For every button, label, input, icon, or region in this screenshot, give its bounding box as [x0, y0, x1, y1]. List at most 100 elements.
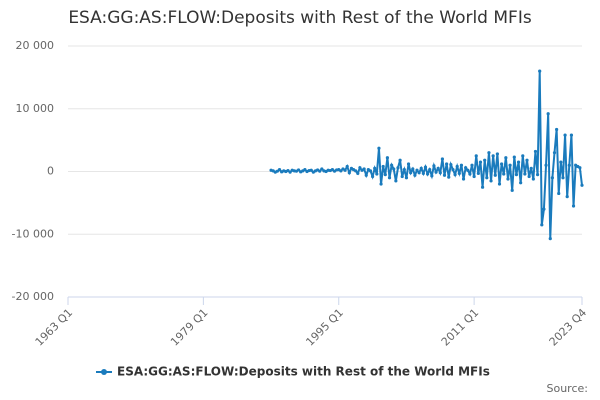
point [531, 177, 535, 181]
point [288, 170, 292, 174]
point [489, 179, 493, 183]
point [535, 173, 540, 177]
point [533, 149, 538, 154]
point [483, 158, 487, 162]
point [538, 69, 542, 73]
point [548, 237, 552, 241]
point [550, 176, 554, 180]
point [436, 166, 440, 170]
point [557, 191, 561, 196]
point [385, 156, 389, 160]
point [375, 172, 379, 176]
point [377, 146, 381, 150]
point [387, 176, 392, 180]
point [413, 173, 417, 177]
y-tick-label: -10 000 [12, 227, 54, 240]
point [502, 172, 506, 176]
point [563, 133, 567, 137]
point [457, 171, 461, 175]
point [411, 167, 415, 171]
y-tick-label: 20 000 [16, 39, 55, 52]
point [472, 174, 476, 179]
point [347, 171, 351, 175]
point [406, 162, 411, 166]
point [512, 155, 516, 159]
point [445, 162, 449, 166]
point [519, 181, 523, 185]
point [480, 185, 485, 189]
point [379, 182, 383, 186]
point [390, 163, 394, 167]
point [514, 173, 519, 177]
point [404, 176, 409, 180]
point [527, 174, 531, 179]
y-tick-label: 0 [47, 165, 54, 178]
point [442, 173, 447, 177]
point [447, 175, 451, 179]
x-tick-label: 2011 Q1 [439, 306, 482, 349]
point [409, 171, 413, 175]
point [428, 168, 432, 172]
point [565, 195, 569, 199]
point [432, 164, 436, 168]
point [578, 166, 582, 170]
point [529, 166, 533, 170]
point [398, 158, 402, 162]
y-tick-label: -20 000 [12, 290, 54, 303]
point [419, 166, 423, 170]
chart-title: ESA:GG:AS:FLOW:Deposits with Rest of the… [68, 8, 532, 28]
legend-label: ESA:GG:AS:FLOW:Deposits with Rest of the… [117, 365, 490, 379]
point [303, 168, 307, 172]
point [339, 169, 343, 173]
point [421, 171, 425, 175]
x-tick-label: 1995 Q1 [303, 306, 346, 349]
x-tick-label: 1979 Q1 [168, 306, 211, 349]
point [493, 173, 497, 177]
y-tick-label: 10 000 [16, 102, 55, 115]
point [466, 168, 470, 172]
point [504, 156, 508, 160]
point [277, 168, 282, 172]
point [552, 151, 557, 155]
point [508, 163, 512, 167]
point [453, 173, 457, 177]
point [459, 163, 464, 167]
source: Source: [547, 382, 589, 395]
point [415, 168, 419, 172]
point [555, 127, 559, 132]
point [356, 171, 360, 175]
point [542, 207, 546, 211]
point [364, 173, 368, 177]
point [354, 169, 358, 173]
point [451, 168, 455, 172]
point [468, 172, 472, 176]
point [381, 164, 385, 169]
point [296, 168, 301, 172]
point [461, 177, 466, 181]
point [516, 160, 521, 164]
legend-marker [101, 369, 107, 375]
x-tick-label: 2023 Q4 [547, 306, 590, 349]
point [559, 160, 563, 164]
point [343, 168, 347, 172]
point [345, 164, 349, 169]
point [525, 158, 529, 162]
point [370, 174, 375, 179]
point [561, 176, 565, 180]
point [506, 177, 510, 181]
point [417, 171, 421, 175]
point [309, 168, 313, 172]
line [270, 71, 583, 239]
point [423, 165, 428, 169]
point [394, 179, 398, 183]
point [392, 167, 396, 171]
point [400, 174, 404, 179]
point [464, 166, 468, 170]
point [434, 170, 438, 174]
point [449, 162, 453, 167]
point [485, 176, 489, 180]
point [476, 171, 480, 175]
point [362, 167, 366, 171]
point [440, 157, 444, 161]
point [546, 112, 550, 116]
